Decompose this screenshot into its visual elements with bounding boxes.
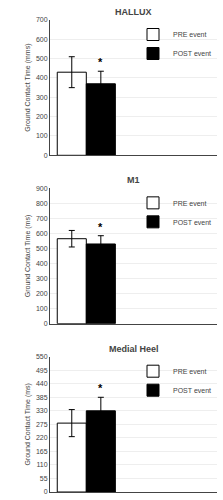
svg-text:165: 165: [36, 448, 48, 455]
svg-text:500: 500: [36, 245, 48, 252]
svg-text:PRE event: PRE event: [173, 200, 207, 207]
svg-text:400: 400: [36, 74, 48, 81]
svg-text:600: 600: [36, 36, 48, 43]
svg-text:500: 500: [36, 55, 48, 62]
svg-text:900: 900: [36, 185, 48, 192]
svg-text:55: 55: [40, 475, 48, 482]
svg-text:PRE event: PRE event: [173, 368, 207, 375]
svg-text:HALLUX: HALLUX: [115, 7, 152, 17]
svg-text:330: 330: [36, 407, 48, 414]
svg-text:*: *: [98, 56, 103, 68]
svg-text:POST event: POST event: [173, 50, 211, 57]
svg-text:Ground Contact Time (ms): Ground Contact Time (ms): [24, 215, 32, 297]
svg-text:100: 100: [36, 305, 48, 312]
svg-text:550: 550: [36, 353, 48, 360]
svg-text:110: 110: [36, 461, 47, 468]
svg-text:600: 600: [36, 230, 48, 237]
svg-text:220: 220: [36, 434, 48, 441]
svg-text:0: 0: [44, 488, 48, 495]
svg-text:100: 100: [36, 132, 48, 139]
svg-text:M1: M1: [127, 175, 140, 185]
svg-text:Medial Heel: Medial Heel: [109, 344, 159, 354]
svg-text:495: 495: [36, 367, 48, 374]
svg-text:200: 200: [36, 290, 48, 297]
svg-text:440: 440: [36, 380, 48, 387]
svg-text:*: *: [98, 221, 103, 233]
svg-text:700: 700: [36, 16, 48, 23]
svg-text:0: 0: [44, 152, 48, 159]
svg-text:300: 300: [36, 275, 48, 282]
svg-text:0: 0: [44, 320, 48, 327]
svg-text:Ground Contact Time (ms): Ground Contact Time (ms): [24, 383, 32, 465]
svg-text:200: 200: [36, 113, 48, 120]
svg-text:PRE event: PRE event: [173, 31, 207, 38]
svg-text:385: 385: [36, 394, 48, 401]
svg-text:*: *: [98, 382, 103, 394]
svg-text:POST event: POST event: [173, 387, 211, 394]
svg-text:700: 700: [36, 215, 48, 222]
svg-text:275: 275: [36, 421, 48, 428]
svg-text:400: 400: [36, 260, 48, 267]
svg-text:300: 300: [36, 94, 48, 101]
svg-text:800: 800: [36, 200, 48, 207]
svg-text:POST event: POST event: [173, 219, 211, 226]
svg-text:Ground Contact Time (mms): Ground Contact Time (mms): [24, 43, 32, 131]
